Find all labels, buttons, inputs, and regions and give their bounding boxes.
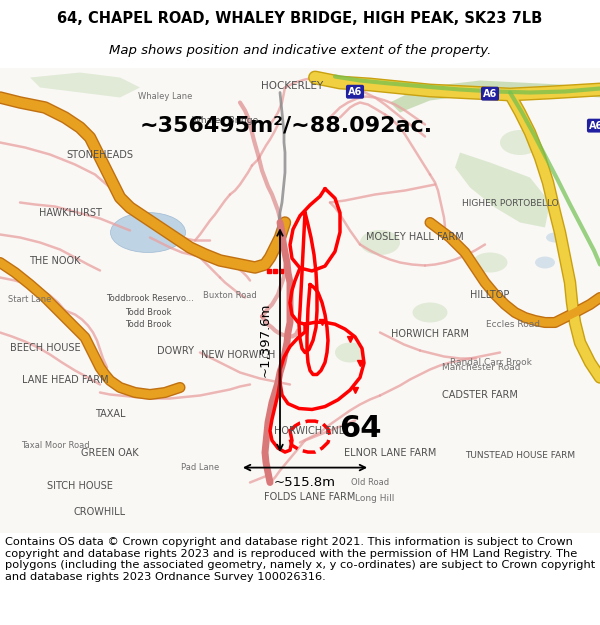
Text: TAXAL: TAXAL: [95, 409, 125, 419]
Text: GREEN OAK: GREEN OAK: [81, 448, 139, 458]
Text: HIGHER PORTOBELLO: HIGHER PORTOBELLO: [461, 199, 559, 208]
Text: Todd Brook: Todd Brook: [125, 308, 171, 317]
Text: ~356495m²/~88.092ac.: ~356495m²/~88.092ac.: [140, 116, 433, 136]
Text: ~515.8m: ~515.8m: [274, 476, 336, 489]
Text: ELNOR LANE FARM: ELNOR LANE FARM: [344, 448, 436, 458]
Text: STONEHEADS: STONEHEADS: [67, 149, 133, 159]
Ellipse shape: [413, 302, 448, 322]
Text: A6: A6: [589, 121, 600, 131]
Text: Taxal Moor Road: Taxal Moor Road: [20, 441, 89, 450]
Text: DOWRY: DOWRY: [157, 346, 193, 356]
Text: Toddbrook Reservo...: Toddbrook Reservo...: [106, 294, 194, 302]
Text: THE NOOK: THE NOOK: [29, 256, 81, 266]
Ellipse shape: [500, 130, 540, 155]
Text: HILLTOP: HILLTOP: [470, 290, 509, 300]
Ellipse shape: [546, 232, 564, 242]
Text: Randal Carr Brook: Randal Carr Brook: [450, 359, 532, 368]
Ellipse shape: [360, 230, 400, 255]
Text: A6: A6: [483, 89, 497, 99]
Ellipse shape: [335, 342, 365, 362]
Polygon shape: [455, 152, 550, 228]
Text: HAWKHURST: HAWKHURST: [38, 208, 101, 217]
Ellipse shape: [473, 253, 508, 272]
Text: HORWICH FARM: HORWICH FARM: [391, 329, 469, 339]
Text: FOLDS LANE FARM: FOLDS LANE FARM: [265, 492, 356, 502]
Polygon shape: [30, 72, 140, 98]
Text: TUNSTEAD HOUSE FARM: TUNSTEAD HOUSE FARM: [465, 451, 575, 459]
Ellipse shape: [110, 213, 185, 253]
Text: Map shows position and indicative extent of the property.: Map shows position and indicative extent…: [109, 44, 491, 57]
Text: Old Road: Old Road: [351, 478, 389, 487]
Text: LANE HEAD FARM: LANE HEAD FARM: [22, 376, 109, 386]
Text: Whaley Lane: Whaley Lane: [138, 92, 192, 101]
Text: Contains OS data © Crown copyright and database right 2021. This information is : Contains OS data © Crown copyright and d…: [5, 537, 595, 582]
Text: CROWHILL: CROWHILL: [74, 507, 126, 517]
Text: CADSTER FARM: CADSTER FARM: [442, 390, 518, 400]
Text: Manchester Road: Manchester Road: [442, 363, 520, 372]
Text: Eccles Road: Eccles Road: [486, 320, 540, 329]
Text: BEECH HOUSE: BEECH HOUSE: [10, 344, 80, 354]
Text: ~1,397.6m: ~1,397.6m: [259, 303, 272, 378]
Text: 64, CHAPEL ROAD, WHALEY BRIDGE, HIGH PEAK, SK23 7LB: 64, CHAPEL ROAD, WHALEY BRIDGE, HIGH PEA…: [58, 11, 542, 26]
Text: A6: A6: [348, 87, 362, 97]
Polygon shape: [390, 81, 600, 112]
Text: 64: 64: [339, 414, 381, 443]
Text: HORWICH END: HORWICH END: [274, 426, 346, 436]
Text: Long Hill: Long Hill: [355, 494, 395, 503]
Text: Buxton Road: Buxton Road: [203, 291, 257, 299]
Text: Whaley Bridge: Whaley Bridge: [192, 116, 258, 125]
Text: SITCH HOUSE: SITCH HOUSE: [47, 481, 113, 491]
Text: HOCKERLEY: HOCKERLEY: [261, 81, 323, 91]
Text: Pad Lane: Pad Lane: [181, 463, 219, 472]
Text: MOSLEY HALL FARM: MOSLEY HALL FARM: [366, 232, 464, 242]
Text: Start Lane: Start Lane: [8, 296, 52, 304]
Ellipse shape: [535, 256, 555, 269]
Text: NEW HΟRWICH: NEW HΟRWICH: [201, 350, 275, 360]
Text: Todd Brook: Todd Brook: [125, 320, 171, 329]
